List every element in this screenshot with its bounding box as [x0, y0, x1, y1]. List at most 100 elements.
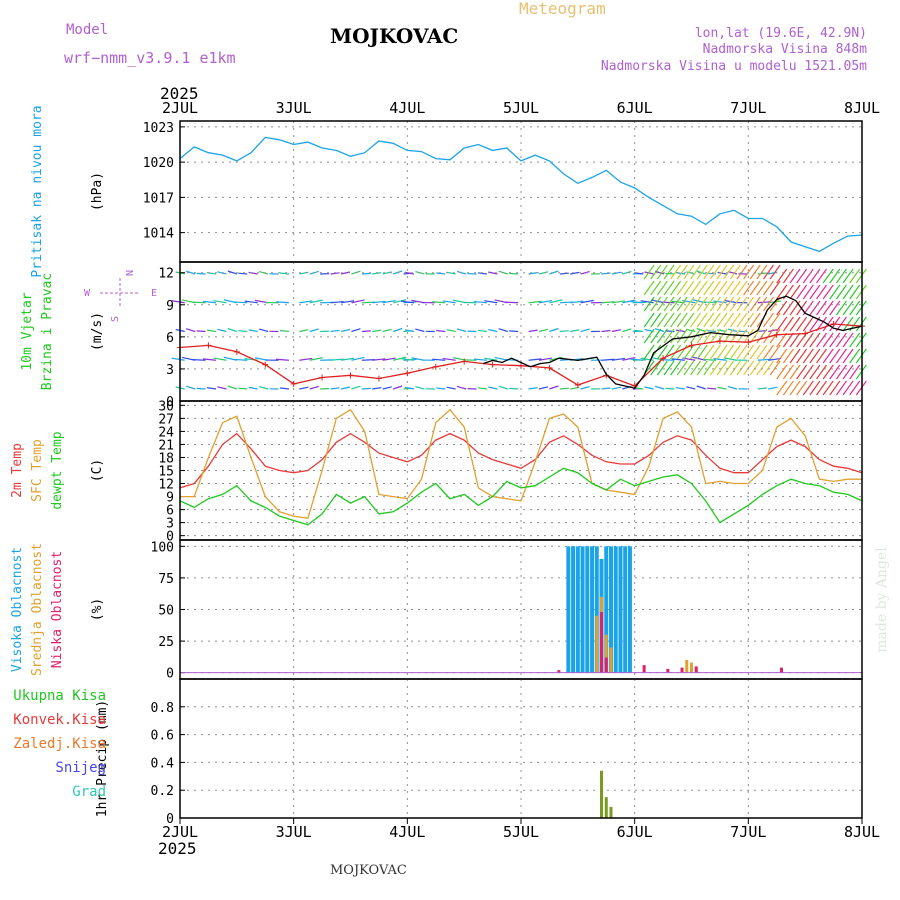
wind-vector: [622, 299, 636, 304]
wind-vector: [816, 268, 827, 284]
wind-vector: [829, 268, 841, 284]
wind-vector: [683, 344, 695, 360]
wind-vector: [665, 272, 675, 275]
series-tsfc: [180, 408, 862, 520]
series-pressure: [179, 136, 863, 253]
wind-vector: [392, 356, 407, 361]
y-tick-label: 9: [166, 491, 174, 506]
y-tick-label: 1014: [143, 227, 174, 242]
wind-vector: [676, 312, 688, 328]
wind-vector: [488, 386, 498, 390]
wind-vector: [749, 280, 761, 296]
wind-vector: [816, 380, 827, 396]
wind-vector: [683, 328, 695, 344]
wind-vector: [477, 387, 487, 390]
wind-vector: [676, 264, 688, 280]
wind-vector: [601, 358, 615, 361]
wind-vector: [723, 344, 735, 360]
wind-vector: [663, 360, 675, 376]
wind-vector: [749, 360, 761, 376]
wind-speed-marker: [660, 355, 667, 362]
wind-vector: [769, 312, 781, 328]
wind-vector: [528, 387, 538, 390]
wind-vector: [611, 329, 622, 333]
wind-vector: [769, 280, 781, 296]
wind-vector: [432, 358, 446, 361]
wind-vector: [299, 357, 313, 361]
compass-label: E: [151, 288, 157, 299]
wind-vector: [756, 264, 768, 280]
wind-speed-marker: [461, 358, 468, 365]
wind-vector: [842, 348, 854, 364]
wind-vector: [782, 316, 794, 332]
wind-vector: [643, 312, 655, 328]
wind-vector: [835, 380, 847, 396]
wind-vector: [683, 280, 695, 296]
page-title: MOJKOVAC: [330, 24, 458, 48]
wind-vector: [709, 296, 721, 312]
wind-vector: [400, 300, 415, 304]
wind-vector: [842, 332, 854, 348]
wind-vector: [736, 264, 748, 280]
wind-vector: [650, 312, 662, 328]
y-tick-label: 0: [166, 530, 174, 545]
wind-vector: [549, 299, 563, 304]
wind-vector: [749, 264, 761, 280]
wind-vector: [849, 332, 861, 348]
wind-vector: [690, 312, 702, 328]
legend-item: Konvek.Kisa: [13, 712, 106, 728]
wind-vector: [206, 329, 217, 333]
wind-vector: [776, 332, 788, 348]
wind-vector: [330, 300, 344, 304]
wind-speed-marker: [404, 370, 411, 377]
wind-vector: [340, 328, 351, 333]
wind-vector: [736, 360, 748, 376]
x-tick-label-bottom: 5JUL: [503, 823, 539, 841]
series-wind_gust: [482, 295, 863, 389]
wind-vector: [757, 387, 767, 390]
wind-vector: [351, 356, 365, 361]
wind-vector: [446, 271, 456, 275]
wind-vector: [709, 360, 721, 376]
wind-vector: [690, 264, 702, 280]
wind-vector: [538, 328, 549, 333]
wind-vector: [528, 300, 542, 304]
header: Model wrf−nmm_v3.9.1 e1km MOJKOVAC Meteo…: [64, 0, 890, 878]
wind-vector: [340, 300, 355, 304]
wind-vector: [849, 364, 861, 380]
wind-vector: [690, 360, 702, 376]
wind-vector: [227, 327, 238, 333]
wind-vector: [796, 380, 808, 396]
wind-vector: [696, 296, 708, 312]
wind-speed-marker: [745, 339, 752, 346]
wind-vector: [670, 360, 682, 376]
wind-vector: [361, 330, 371, 333]
wind-vector: [763, 264, 774, 280]
wind-vector: [822, 364, 834, 380]
wind-speed-marker: [375, 375, 382, 382]
wind-vector: [849, 284, 861, 300]
lonlat-label: lon,lat (19.6E, 42.9N): [695, 26, 867, 41]
wind-vector: [549, 270, 559, 275]
wind-vector: [258, 271, 269, 275]
wind-vector: [663, 296, 675, 312]
wind-vector: [670, 280, 682, 296]
bar-low_cloud: [779, 667, 783, 673]
wind-vector: [749, 296, 761, 312]
y-tick-label: 0.4: [151, 756, 175, 771]
bar-low_cloud: [680, 667, 684, 673]
wind-vector: [703, 280, 715, 296]
wind-vector: [796, 364, 808, 380]
axis-unit-label: (hPa): [90, 172, 105, 211]
wind-vector: [436, 329, 446, 333]
panel-frame: [179, 678, 863, 819]
wind-vector: [644, 386, 654, 390]
wind-vector: [716, 296, 728, 312]
wind-vector: [709, 344, 721, 360]
wind-vector: [696, 264, 708, 280]
wind-vector: [816, 284, 827, 300]
wind-vector: [835, 284, 847, 300]
wind-vector: [835, 364, 847, 380]
wind-vector: [716, 344, 728, 360]
compass-cross: [100, 278, 140, 308]
